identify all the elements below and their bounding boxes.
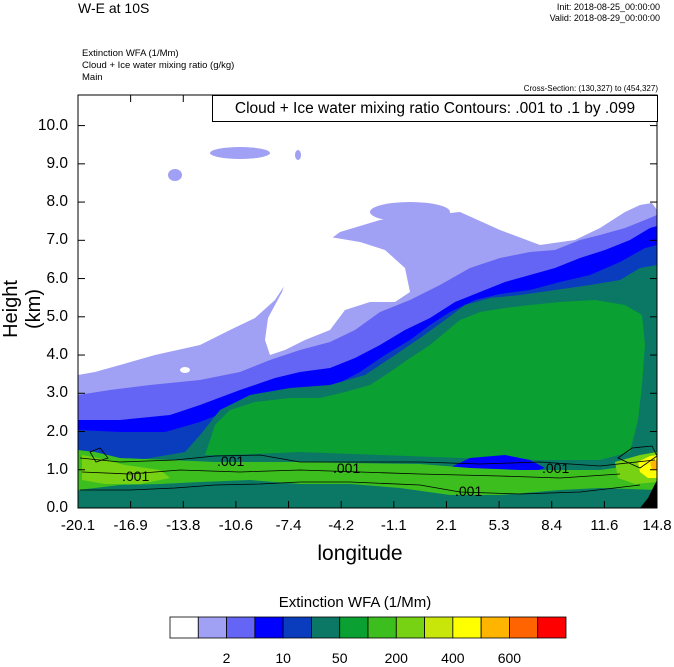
colorbar-tick-label: 400 xyxy=(441,650,465,666)
colorbar-title: Extinction WFA (1/Mm) xyxy=(278,594,432,611)
x-tick-label: -13.8 xyxy=(166,517,201,534)
chart-title: W-E at 10S xyxy=(78,0,150,16)
x-tick-label: -1.1 xyxy=(380,517,407,534)
y-axis-label: Height (km) xyxy=(0,280,45,338)
contour-info-box: Cloud + Ice water mixing ratio Contours:… xyxy=(212,95,658,122)
colorbar-tick-label: 200 xyxy=(384,650,408,666)
contour-value-label: .001 xyxy=(542,460,570,476)
haze-patch xyxy=(295,150,301,160)
x-tick-label: -7.4 xyxy=(275,517,302,534)
x-tick-label: 8.4 xyxy=(541,517,563,534)
haze-patch xyxy=(180,367,190,373)
field-name-main: Main xyxy=(82,72,103,83)
y-tick-label: 3.0 xyxy=(46,384,68,402)
colorbar-swatch xyxy=(424,616,454,639)
y-tick-label: 9.0 xyxy=(46,154,68,172)
contour-value-label: .001 xyxy=(455,483,483,499)
haze-patch xyxy=(168,169,182,181)
init-time: Init: 2018-08-25_00:00:00 xyxy=(556,2,660,12)
x-tick-label: -4.2 xyxy=(328,517,355,534)
colorbar-swatch xyxy=(226,616,256,639)
colorbar-swatch xyxy=(254,616,284,639)
colorbar-swatch xyxy=(480,616,510,639)
x-tick-label: -20.1 xyxy=(60,517,96,534)
x-tick-label: 11.6 xyxy=(590,517,619,534)
heatmap-field xyxy=(78,95,657,508)
y-tick-label: 0.0 xyxy=(46,499,68,516)
cross-section-label: Cross-Section: (130,327) to (454,327) xyxy=(523,84,658,93)
colorbar-tick-label: 50 xyxy=(331,650,348,666)
x-tick-label: -16.9 xyxy=(113,517,148,534)
y-tick-label: 8.0 xyxy=(46,193,68,211)
haze-patch xyxy=(210,147,270,159)
contour-value-label: .001 xyxy=(333,460,361,476)
colorbar-swatch xyxy=(197,616,227,639)
y-tick-label: 6.0 xyxy=(46,269,68,287)
terrain xyxy=(640,480,657,508)
x-tick-label: 5.3 xyxy=(488,517,510,534)
y-tick-label: 10.0 xyxy=(37,116,68,134)
colorbar-swatch xyxy=(452,616,482,639)
valid-time: Valid: 2018-08-29_00:00:00 xyxy=(549,13,660,23)
y-tick-label: 5.0 xyxy=(46,307,68,325)
colorbar-swatch xyxy=(311,616,341,639)
colorbar-tick-label: 10 xyxy=(275,650,291,666)
colorbar-tick-label: 600 xyxy=(497,650,522,666)
x-tick-label: 14.8 xyxy=(642,517,672,534)
region-green-layer xyxy=(205,300,645,460)
haze-patch xyxy=(370,202,450,222)
colorbar-swatch xyxy=(367,616,397,639)
x-tick-label: -10.6 xyxy=(218,517,253,534)
contour-value-label: .001 xyxy=(122,468,150,484)
colorbar-swatch xyxy=(169,616,199,639)
colorbar-tick-label: 2 xyxy=(222,650,231,666)
region-white-cloud xyxy=(265,237,410,355)
y-tick-label: 7.0 xyxy=(46,231,68,249)
colorbar xyxy=(169,616,567,639)
region-orange-peak xyxy=(650,460,657,470)
colorbar-swatch xyxy=(509,616,539,639)
colorbar-swatch xyxy=(282,616,312,639)
region-yellow-peak xyxy=(638,455,657,478)
x-tick-label: 2.1 xyxy=(436,517,457,534)
colorbar-swatch xyxy=(395,616,425,639)
y-tick-label: 2.0 xyxy=(46,422,68,440)
contour-lines xyxy=(79,445,657,495)
field-name-mixing-ratio: Cloud + Ice water mixing ratio (g/kg) xyxy=(82,60,235,71)
y-tick-label: 4.0 xyxy=(46,346,68,364)
x-axis-label: longitude xyxy=(317,542,403,565)
y-tick-label: 1.0 xyxy=(46,460,68,478)
field-name-extinction: Extinction WFA (1/Mm) xyxy=(82,48,179,59)
y-tick-marks xyxy=(78,125,657,509)
colorbar-swatch xyxy=(339,616,369,639)
contour-value-label: .001 xyxy=(217,453,245,469)
colorbar-swatch xyxy=(537,616,567,639)
region-lime-accent xyxy=(82,455,170,484)
